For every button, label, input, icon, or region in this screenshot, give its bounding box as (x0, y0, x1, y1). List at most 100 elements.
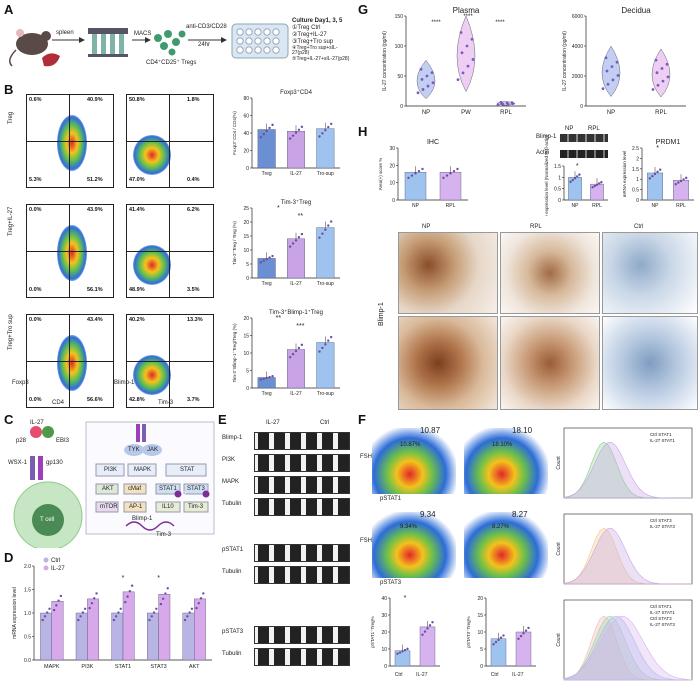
data-point (604, 56, 608, 60)
data-point (456, 78, 460, 81)
data-point (471, 58, 475, 61)
data-point (318, 135, 321, 138)
x-tick-label: Ctrl (395, 672, 403, 678)
flow-plot-tim3-blimp: 41.4% 6.2% 48.9% 3.5% (126, 204, 214, 298)
violin (416, 60, 436, 100)
quadrant-value: 47.0% (129, 177, 145, 183)
data-point (398, 651, 402, 654)
y-tick-label: 20 (381, 630, 387, 636)
condition-3: ③Treg+Tro sup (292, 38, 334, 45)
x-tick-label: Treg (262, 171, 272, 177)
data-point (449, 172, 452, 175)
hours-label: 24hr (198, 42, 211, 48)
bar (515, 631, 532, 667)
x-tick-label: NP (607, 110, 615, 116)
h-wb-np: NP (565, 126, 574, 132)
data-point (573, 177, 577, 180)
y-tick-label: 1.5 (554, 164, 561, 170)
blimp-text: Blimp-1 (132, 516, 153, 522)
histogram-y-label: Count (556, 456, 562, 470)
y-tick-label: 0 (558, 198, 561, 204)
y-tick-label: 10 (243, 248, 249, 254)
data-point (598, 182, 601, 185)
gp130-text: gp130 (46, 460, 63, 466)
y-tick-label: 20 (389, 163, 395, 169)
y-tick-label: 2.5 (632, 146, 639, 152)
data-point (294, 349, 298, 353)
y-tick-label: 80 (243, 96, 249, 102)
data-point (297, 128, 301, 131)
mapk-text: MAPK (134, 467, 152, 473)
data-point (119, 607, 122, 610)
data-point (262, 377, 265, 380)
data-point (291, 242, 295, 245)
culture-conditions: Culture Day1, 3, 5 ①Treg Ctrl ②Treg+IL-2… (292, 18, 350, 63)
x-tick-label: NP (422, 110, 430, 116)
ihc-rpl-high (500, 316, 600, 410)
y-tick-label: 50 (397, 74, 403, 80)
quadrant-value: 13.3% (187, 317, 203, 323)
y-tick-label: 5 (246, 369, 249, 375)
panel-label-b: B (4, 82, 14, 97)
significance-mark: **** (463, 14, 473, 20)
dna-icon (125, 521, 175, 531)
data-point (288, 245, 292, 248)
data-point (155, 607, 158, 610)
data-point (152, 611, 156, 614)
bar (193, 598, 206, 661)
quadrant-value: 56.6% (87, 397, 103, 403)
data-point (660, 67, 664, 70)
y-tick-label: 20 (477, 596, 483, 602)
data-point (183, 618, 187, 622)
cells-label: CD4⁺CD25⁺ Tregs (146, 60, 197, 66)
x-tick-label: Tro-sup (317, 171, 334, 177)
stat-text: STAT (180, 467, 195, 473)
x-tick-label: Treg (262, 391, 272, 397)
histogram-frame (563, 599, 693, 681)
x-tick-label: RPL (446, 203, 456, 209)
x-tick-label: STAT1 (115, 664, 131, 670)
histogram-curve (563, 442, 693, 499)
gate-line-horizontal (27, 361, 113, 362)
x-tick-label: IL-27 (512, 672, 524, 678)
data-point (297, 346, 301, 350)
data-point (445, 174, 449, 177)
y-tick-label: 30 (389, 146, 395, 152)
mtor-text: mTOR (100, 504, 118, 510)
data-point (651, 175, 654, 178)
y-axis-label: Tim-3⁺Treg / Treg (%) (232, 221, 237, 265)
data-point (401, 650, 404, 653)
y-tick-label: 40 (243, 131, 249, 137)
histogram-y-label: Count (556, 542, 562, 556)
data-point (93, 597, 96, 600)
significance-mark: * (122, 575, 125, 582)
y-axis-label: Tim-3⁺Blimp-1⁺Treg/Treg (%) (232, 323, 237, 383)
data-point (666, 75, 670, 79)
chart-title: Decidua (621, 6, 651, 15)
data-point (470, 37, 474, 41)
histogram-legend: Ctrl STAT1 (650, 432, 672, 437)
data-point (41, 618, 44, 622)
y-tick-label: 1 (558, 175, 561, 181)
y-tick-label: 2 (636, 156, 639, 162)
y-tick-label: 1.5 (632, 167, 639, 173)
f-bottom-gate-1: 9.34% (400, 524, 418, 530)
panel-label-c: C (4, 412, 14, 427)
y-tick-label: 20 (243, 220, 249, 226)
data-point (318, 350, 321, 353)
y-tick-label: 1.0 (24, 611, 31, 617)
y-tick-label: 0 (246, 166, 249, 172)
x-tick-label: PI3K (81, 664, 93, 670)
data-point (421, 88, 425, 91)
data-point (324, 129, 327, 132)
data-point (294, 131, 298, 134)
data-point (648, 177, 651, 180)
x-tick-label: IL-27 (416, 672, 428, 678)
jak-icon (142, 444, 162, 456)
panel-c: IL-27 p28 EBI3 WSX-1 gp130 T cell TYK JA… (6, 420, 218, 551)
panel-label-g: G (358, 2, 369, 17)
data-point (426, 84, 430, 88)
data-point (679, 179, 683, 183)
x-axis-tim3: Tim-3 (158, 400, 174, 406)
gate-line-horizontal (127, 141, 213, 142)
